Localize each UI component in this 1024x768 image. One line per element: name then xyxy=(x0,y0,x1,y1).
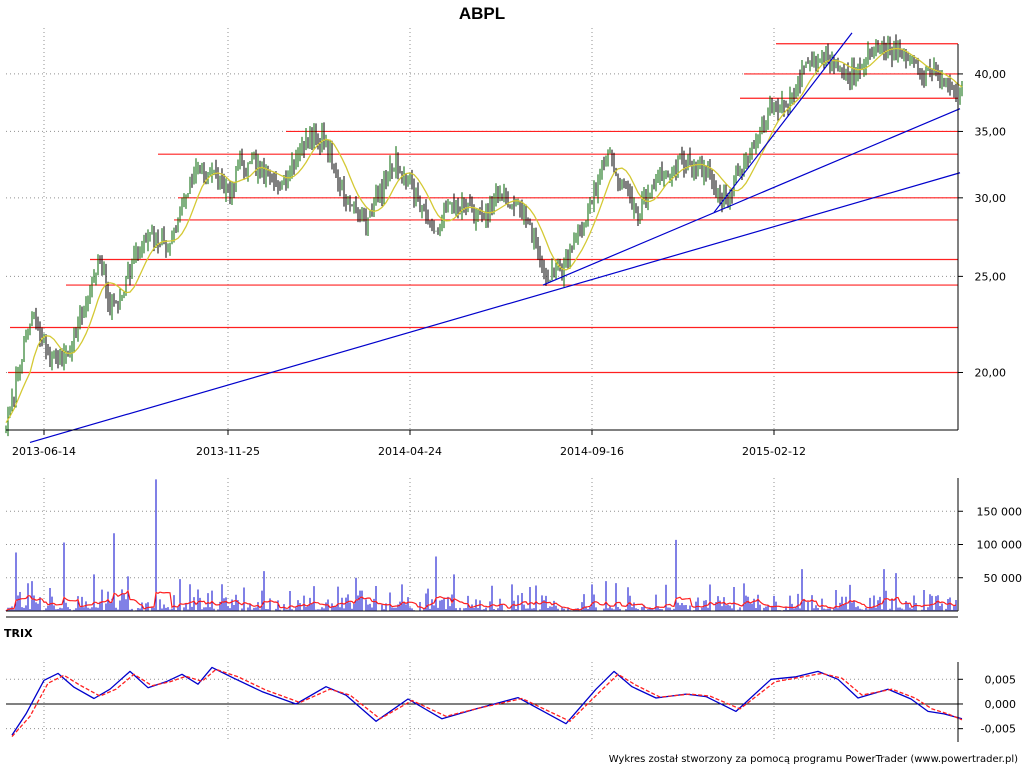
chart-title: ABPL xyxy=(459,4,505,23)
volume-y-tick-label: 150 000 xyxy=(977,505,1023,518)
price-y-tick-label: 40,00 xyxy=(975,68,1007,81)
volume-panel: 50 000 100 000 150 000 xyxy=(5,478,1023,618)
trix-signal-line xyxy=(11,668,963,738)
footer-credit: Wykres został stworzony za pomocą progra… xyxy=(609,754,1018,765)
price-x-tick-label: 2013-06-14 xyxy=(12,445,76,458)
price-y-tick-label: 20,00 xyxy=(975,366,1007,379)
trix-line xyxy=(11,666,963,736)
price-panel: 20,00 25,00 30,00 35,00 40,00 2013-06-14 2013-… xyxy=(5,28,1007,458)
volume-average xyxy=(5,589,957,612)
price-trend-line xyxy=(713,32,853,213)
price-x-tick-label: 2014-04-24 xyxy=(378,445,442,458)
price-y-tick-label: 25,00 xyxy=(975,270,1007,283)
trix-y-tick-label: 0,000 xyxy=(985,698,1017,711)
price-trend-line xyxy=(29,172,961,444)
price-moving-average xyxy=(5,47,963,424)
trix-panel: TRIX 0,005 0,000 -0,005 xyxy=(4,627,1016,742)
price-x-tick-label: 2013-11-25 xyxy=(196,445,260,458)
price-x-tick-label: 2014-09-16 xyxy=(560,445,624,458)
price-x-tick-label: 2015-02-12 xyxy=(742,445,806,458)
price-y-tick-label: 35,00 xyxy=(975,125,1007,138)
volume-y-tick-label: 100 000 xyxy=(977,539,1023,552)
trix-y-tick-label: 0,005 xyxy=(985,673,1017,686)
volume-y-tick-label: 50 000 xyxy=(984,572,1023,585)
trix-y-tick-label: -0,005 xyxy=(981,723,1016,736)
trix-panel-label: TRIX xyxy=(4,627,33,640)
price-y-tick-label: 30,00 xyxy=(975,192,1007,205)
price-trend-line xyxy=(542,108,961,286)
